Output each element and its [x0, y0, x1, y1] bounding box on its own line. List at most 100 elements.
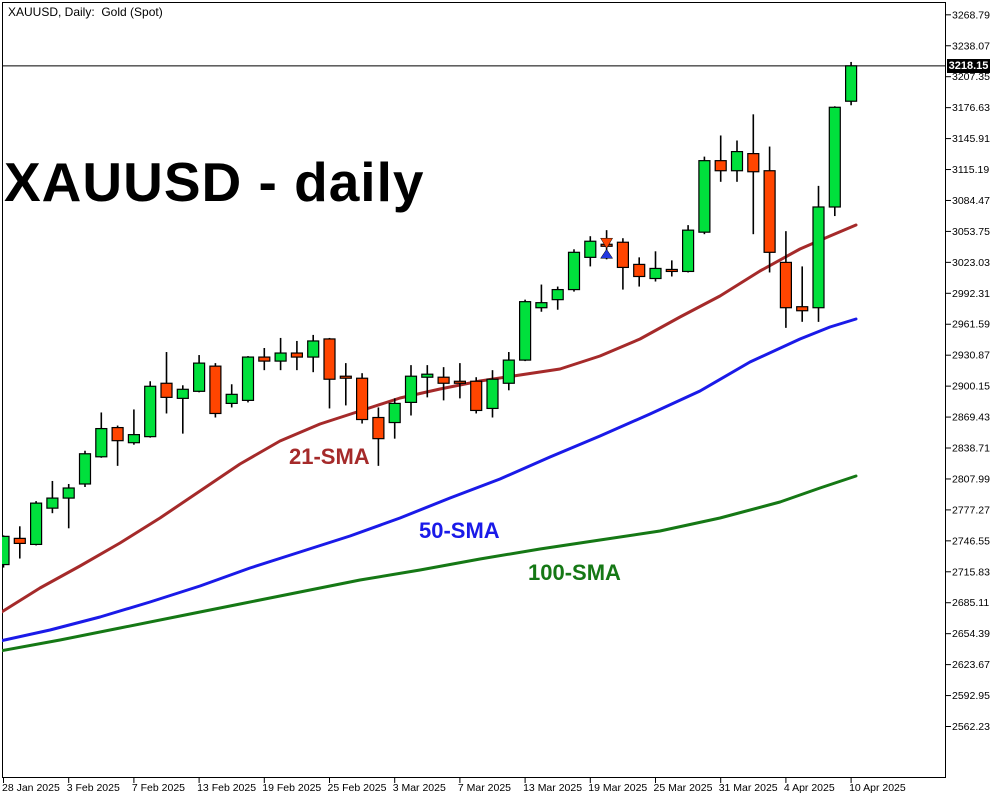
time-axis-label: 13 Feb 2025 — [197, 782, 256, 794]
price-axis-label: 3207.35 — [952, 71, 990, 83]
sma-50-label: 50-SMA — [419, 518, 500, 543]
time-axis-label: 7 Feb 2025 — [132, 782, 185, 794]
candle — [372, 416, 385, 440]
candle — [763, 170, 776, 253]
price-axis-label: 2930.87 — [952, 350, 990, 362]
price-axis-label: 3238.07 — [952, 40, 990, 52]
candle — [844, 65, 858, 102]
price-axis-label: 2715.83 — [952, 566, 990, 578]
candle — [30, 502, 43, 546]
price-axis-label: 2685.11 — [952, 597, 989, 609]
price-axis-label: 2623.67 — [952, 659, 990, 671]
candle — [616, 241, 630, 269]
sma100-line — [2, 474, 858, 653]
candle — [421, 373, 434, 378]
candle — [779, 261, 793, 309]
candle — [730, 150, 744, 172]
candle — [13, 537, 26, 545]
candle — [95, 427, 108, 458]
candle — [551, 288, 564, 301]
price-axis-label: 2654.39 — [952, 628, 990, 640]
price-axis-label: 2777.27 — [952, 504, 990, 516]
candle — [78, 453, 92, 485]
candle — [665, 268, 678, 273]
plot-group — [2, 61, 946, 653]
candle — [584, 240, 597, 258]
candle — [307, 340, 320, 358]
candle — [339, 375, 352, 379]
candle — [453, 380, 466, 384]
price-axis-label: 3268.79 — [952, 9, 990, 21]
candle — [323, 338, 336, 380]
candle — [633, 263, 646, 278]
time-axis-label: 25 Mar 2025 — [654, 782, 713, 794]
candle — [111, 426, 124, 442]
candle — [714, 160, 727, 172]
time-axis-label: 3 Mar 2025 — [393, 782, 446, 794]
sma21-line — [2, 223, 858, 614]
candle — [404, 375, 418, 403]
sma-21-label: 21-SMA — [289, 444, 370, 469]
price-axis-label: 3023.03 — [952, 257, 990, 269]
price-axis-label: 3084.47 — [952, 195, 990, 207]
time-axis-label: 3 Feb 2025 — [67, 782, 120, 794]
candle — [258, 356, 271, 362]
price-axis-label: 3115.19 — [952, 164, 989, 176]
candle — [241, 356, 255, 401]
time-axis-label: 31 Mar 2025 — [719, 782, 778, 794]
sma50-line — [2, 317, 858, 643]
price-axis-label: 2869.43 — [952, 412, 990, 424]
time-axis-label: 25 Feb 2025 — [328, 782, 387, 794]
candle — [274, 352, 287, 362]
candle — [160, 382, 173, 398]
price-axis-label: 2992.31 — [952, 288, 990, 300]
candle — [2, 535, 10, 566]
time-axis-label: 13 Mar 2025 — [523, 782, 582, 794]
candle — [144, 385, 157, 438]
price-axis-label: 2746.55 — [952, 535, 990, 547]
sell-down-arrow-icon — [600, 237, 614, 249]
candle — [535, 302, 548, 309]
price-axis-label: 2900.15 — [952, 381, 990, 393]
candle — [388, 402, 401, 424]
candle — [46, 497, 59, 509]
time-axis-label: 10 Apr 2025 — [849, 782, 906, 794]
price-axis-label: 2961.59 — [952, 319, 990, 331]
time-axis-label: 19 Mar 2025 — [588, 782, 647, 794]
candle — [437, 376, 450, 384]
candle — [486, 378, 499, 410]
candle — [176, 388, 189, 399]
candle — [193, 362, 206, 392]
watermark-title: XAUUSD - daily — [4, 151, 425, 213]
price-axis-label: 2592.95 — [952, 690, 990, 702]
current-price-tag: 3218.15 — [947, 58, 990, 73]
sma-100-label: 100-SMA — [528, 560, 621, 585]
candle — [62, 487, 75, 499]
buy-up-arrow-icon — [600, 248, 614, 259]
candle — [209, 365, 222, 415]
candle — [470, 380, 483, 412]
candle — [225, 393, 238, 405]
candle — [127, 434, 140, 444]
candle — [681, 229, 695, 273]
candle — [747, 153, 760, 173]
time-axis-label: 19 Feb 2025 — [262, 782, 321, 794]
price-axis-label: 2562.23 — [952, 721, 990, 733]
candle — [828, 106, 841, 208]
time-axis-label: 4 Apr 2025 — [784, 782, 835, 794]
candle — [356, 377, 369, 421]
candle — [796, 306, 809, 312]
candle — [812, 206, 825, 309]
candle — [649, 267, 662, 280]
time-axis-label: 7 Mar 2025 — [458, 782, 511, 794]
price-axis-label: 3176.63 — [952, 102, 990, 114]
price-axis-label: 3145.91 — [952, 133, 990, 145]
price-axis-label: 3053.75 — [952, 226, 990, 238]
candle — [698, 160, 711, 233]
symbol-title: XAUUSD, Daily: Gold (Spot) — [8, 5, 163, 19]
price-axis-label: 2807.99 — [952, 473, 990, 485]
candle — [567, 251, 581, 291]
candle — [518, 301, 532, 361]
candle — [502, 359, 515, 384]
